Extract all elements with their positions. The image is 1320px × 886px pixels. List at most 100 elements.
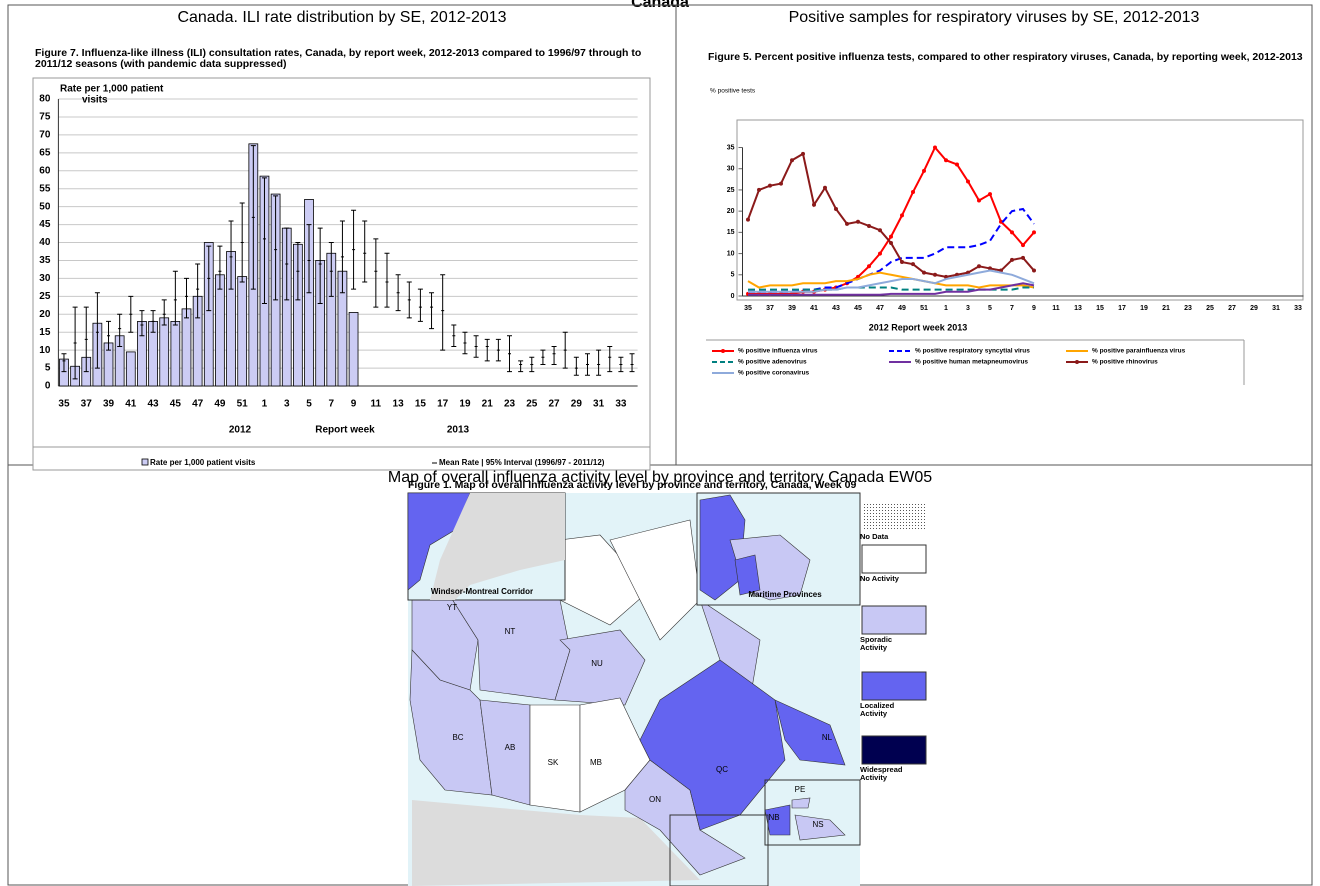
x-tick-label: 29 — [571, 399, 583, 410]
series-marker — [757, 187, 761, 192]
x-tick-label: 47 — [192, 399, 204, 410]
x-tick-label: 41 — [125, 399, 137, 410]
series-line — [748, 282, 1035, 296]
inset-label: Maritime Provinces — [748, 590, 822, 599]
error-bar — [161, 299, 167, 326]
legend-label: Widespread Activity — [860, 766, 902, 782]
y-tick-label: 20 — [39, 309, 51, 320]
region-label: NB — [768, 813, 779, 822]
error-bar — [462, 331, 468, 355]
y-axis-label: visits — [82, 95, 108, 106]
y-tick-label: 55 — [39, 183, 51, 194]
series-marker — [1010, 257, 1014, 262]
x-tick-label: 21 — [482, 399, 494, 410]
legend-swatch — [721, 349, 725, 353]
error-bar — [94, 292, 100, 369]
x-tick-label: 41 — [810, 305, 818, 312]
figure-title: Figure 7. Influenza-like illness (ILI) c… — [35, 48, 642, 70]
x-tick-label: 27 — [548, 399, 560, 410]
x-tick-label: 7 — [329, 399, 335, 410]
legend-label: No Data — [860, 533, 889, 541]
region-label: NS — [812, 820, 823, 829]
y-tick-label: 40 — [39, 237, 51, 248]
error-bar — [206, 245, 212, 312]
x-tick-label: 5 — [306, 399, 312, 410]
error-bar — [195, 263, 201, 319]
legend-label: Sporadic Activity — [860, 636, 893, 652]
error-bar — [373, 238, 379, 308]
corridor-box — [669, 814, 769, 886]
series-marker — [966, 179, 970, 184]
region-label: YT — [447, 603, 457, 612]
figure-title: Figure 7. Influenza-like illness (ILI) c… — [35, 48, 642, 70]
cell-caption: Canada. ILI rate distribution by SE, 201… — [177, 9, 506, 26]
map-title: Figure 1. Map of overall Influenza activ… — [408, 480, 857, 491]
region-label: PE — [795, 785, 806, 794]
x-tick-label: 21 — [1162, 305, 1170, 312]
legend-swatch — [861, 735, 927, 765]
error-bar — [250, 145, 256, 290]
x-tick-label: 27 — [1228, 305, 1236, 312]
series-marker — [878, 251, 882, 256]
error-bar — [362, 220, 368, 283]
y-tick-label: 70 — [39, 130, 51, 141]
error-bar — [72, 306, 78, 380]
y-tick-label: 10 — [39, 345, 51, 356]
error-bar — [172, 270, 178, 326]
series-line — [748, 286, 1034, 291]
x-tick-label: 15 — [1096, 305, 1104, 312]
series-marker — [944, 158, 948, 163]
x-axis-label: Report week — [315, 425, 375, 436]
series-marker — [867, 264, 871, 269]
region-label: NT — [505, 627, 516, 636]
error-bar — [618, 356, 624, 373]
series-marker — [779, 181, 783, 186]
error-bar — [117, 313, 123, 348]
error-bar — [284, 227, 290, 301]
error-bar — [440, 274, 446, 351]
y-tick-label: 80 — [39, 94, 51, 105]
y-tick-label: 30 — [39, 273, 51, 284]
x-tick-label: 35 — [744, 305, 752, 312]
bar — [203, 242, 214, 387]
error-bar — [317, 227, 323, 304]
error-bar — [395, 274, 401, 312]
series-marker — [933, 145, 937, 150]
series-marker — [768, 183, 772, 188]
series-marker — [845, 221, 849, 226]
error-bar — [596, 349, 602, 376]
x-tick-label: 49 — [214, 399, 226, 410]
y-tick-label: 5 — [731, 272, 735, 279]
x-tick-label: 43 — [832, 305, 840, 312]
error-bar — [495, 338, 501, 362]
series-marker — [988, 266, 992, 271]
series-marker — [988, 192, 992, 197]
y-tick-label: 60 — [39, 165, 51, 176]
series-marker — [1032, 268, 1036, 273]
error-bar — [562, 331, 568, 369]
region — [774, 699, 846, 766]
series-marker — [955, 162, 959, 167]
x-tick-label: 19 — [459, 399, 471, 410]
bar — [181, 308, 192, 387]
region-label: QC — [716, 765, 728, 774]
x-tick-label: 1 — [944, 305, 948, 312]
series-marker — [1010, 230, 1014, 235]
region-label: BC — [452, 733, 463, 742]
cell-caption: Map of overall influenza activity level … — [388, 469, 932, 486]
x-tick-label: 9 — [1032, 305, 1036, 312]
legend-swatch — [861, 671, 927, 701]
y-tick-label: 65 — [39, 147, 51, 158]
error-bar — [484, 338, 490, 362]
error-bar — [128, 295, 134, 333]
error-bar — [228, 220, 234, 290]
series-marker — [1032, 230, 1036, 235]
series-marker — [911, 262, 915, 267]
legend-label: No Data — [860, 533, 889, 541]
series-marker — [1021, 255, 1025, 260]
error-bar — [261, 177, 267, 304]
x-tick-label: 45 — [854, 305, 862, 312]
y-tick-label: 15 — [39, 327, 51, 338]
error-bar — [106, 320, 112, 351]
